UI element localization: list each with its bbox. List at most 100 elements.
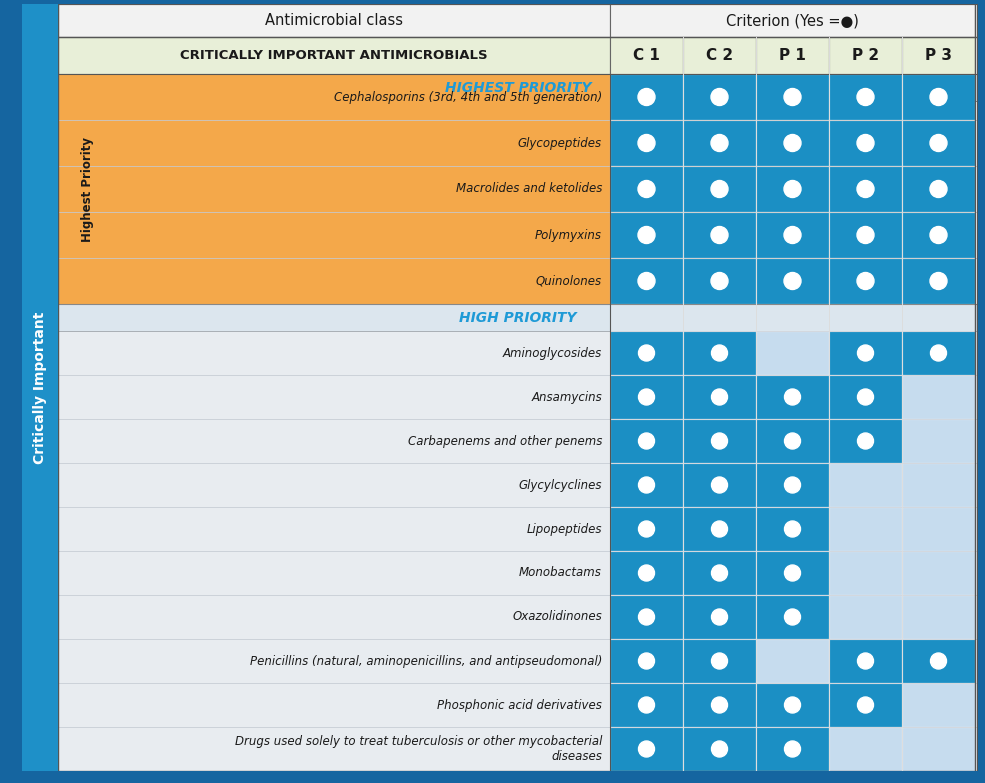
Bar: [902, 463, 975, 507]
Bar: [902, 419, 975, 463]
Bar: [683, 463, 756, 507]
Circle shape: [784, 181, 801, 197]
Bar: [829, 375, 902, 419]
Bar: [829, 120, 902, 166]
Circle shape: [711, 389, 728, 405]
Bar: [829, 331, 902, 375]
Bar: [610, 4, 975, 37]
Text: C 2: C 2: [706, 48, 733, 63]
Circle shape: [784, 741, 801, 757]
Bar: [610, 166, 683, 212]
Bar: [683, 683, 756, 727]
Bar: [756, 331, 829, 375]
Circle shape: [857, 226, 874, 244]
Circle shape: [638, 609, 654, 625]
Bar: [610, 375, 683, 419]
Bar: [610, 331, 683, 375]
Bar: [683, 120, 756, 166]
Text: Highest Priority: Highest Priority: [82, 136, 95, 241]
Circle shape: [858, 697, 874, 713]
Bar: [829, 507, 902, 551]
Circle shape: [638, 226, 655, 244]
Bar: [829, 258, 902, 304]
Circle shape: [711, 135, 728, 151]
Bar: [902, 212, 975, 258]
Bar: [58, 331, 978, 771]
Circle shape: [711, 88, 728, 106]
Text: Carbapenems and other penems: Carbapenems and other penems: [408, 435, 602, 448]
Circle shape: [784, 697, 801, 713]
Circle shape: [930, 226, 947, 244]
Circle shape: [784, 389, 801, 405]
Text: HIGHEST PRIORITY: HIGHEST PRIORITY: [445, 81, 591, 95]
Bar: [683, 595, 756, 639]
Text: Lipopeptides: Lipopeptides: [527, 522, 602, 536]
Bar: [756, 683, 829, 727]
Circle shape: [931, 345, 947, 361]
Bar: [756, 258, 829, 304]
Circle shape: [638, 521, 654, 537]
Bar: [756, 507, 829, 551]
Text: Monobactams: Monobactams: [519, 566, 602, 579]
Bar: [756, 727, 829, 771]
Bar: [58, 4, 610, 37]
Circle shape: [638, 477, 654, 493]
Text: P 2: P 2: [852, 48, 879, 63]
Bar: [829, 595, 902, 639]
Bar: [756, 595, 829, 639]
Circle shape: [858, 389, 874, 405]
Bar: [610, 258, 683, 304]
Circle shape: [711, 181, 728, 197]
Bar: [756, 375, 829, 419]
Bar: [683, 166, 756, 212]
Bar: [22, 4, 58, 771]
Circle shape: [711, 477, 728, 493]
Bar: [683, 507, 756, 551]
Bar: [0, 4, 22, 771]
Circle shape: [857, 88, 874, 106]
Circle shape: [638, 741, 654, 757]
Bar: [902, 37, 975, 74]
Bar: [829, 463, 902, 507]
Bar: [610, 551, 683, 595]
Circle shape: [784, 521, 801, 537]
Circle shape: [638, 697, 654, 713]
Bar: [902, 258, 975, 304]
Circle shape: [930, 181, 947, 197]
Bar: [829, 551, 902, 595]
Bar: [829, 727, 902, 771]
Bar: [902, 551, 975, 595]
Circle shape: [711, 653, 728, 669]
Circle shape: [784, 477, 801, 493]
Text: Critically Important: Critically Important: [33, 312, 47, 464]
Bar: [683, 37, 756, 74]
Bar: [58, 304, 978, 331]
Text: Criterion (Yes =●): Criterion (Yes =●): [726, 13, 859, 28]
Text: HIGH PRIORITY: HIGH PRIORITY: [459, 311, 577, 324]
Text: Quinolones: Quinolones: [536, 275, 602, 287]
Circle shape: [638, 88, 655, 106]
Bar: [58, 74, 118, 304]
Bar: [683, 375, 756, 419]
Circle shape: [638, 653, 654, 669]
Bar: [22, 4, 58, 771]
Circle shape: [711, 433, 728, 449]
Bar: [683, 74, 756, 120]
Text: Critically Important: Critically Important: [33, 312, 47, 464]
Circle shape: [857, 272, 874, 290]
Bar: [902, 120, 975, 166]
Bar: [902, 595, 975, 639]
Bar: [756, 120, 829, 166]
Bar: [0, 0, 985, 4]
Bar: [902, 639, 975, 683]
Circle shape: [711, 345, 728, 361]
Circle shape: [638, 433, 654, 449]
Bar: [978, 4, 985, 771]
Circle shape: [711, 226, 728, 244]
Text: CRITICALLY IMPORTANT ANTIMICROBIALS: CRITICALLY IMPORTANT ANTIMICROBIALS: [180, 49, 488, 62]
Bar: [0, 4, 22, 771]
Circle shape: [711, 521, 728, 537]
Circle shape: [638, 272, 655, 290]
Circle shape: [711, 565, 728, 581]
Bar: [610, 683, 683, 727]
